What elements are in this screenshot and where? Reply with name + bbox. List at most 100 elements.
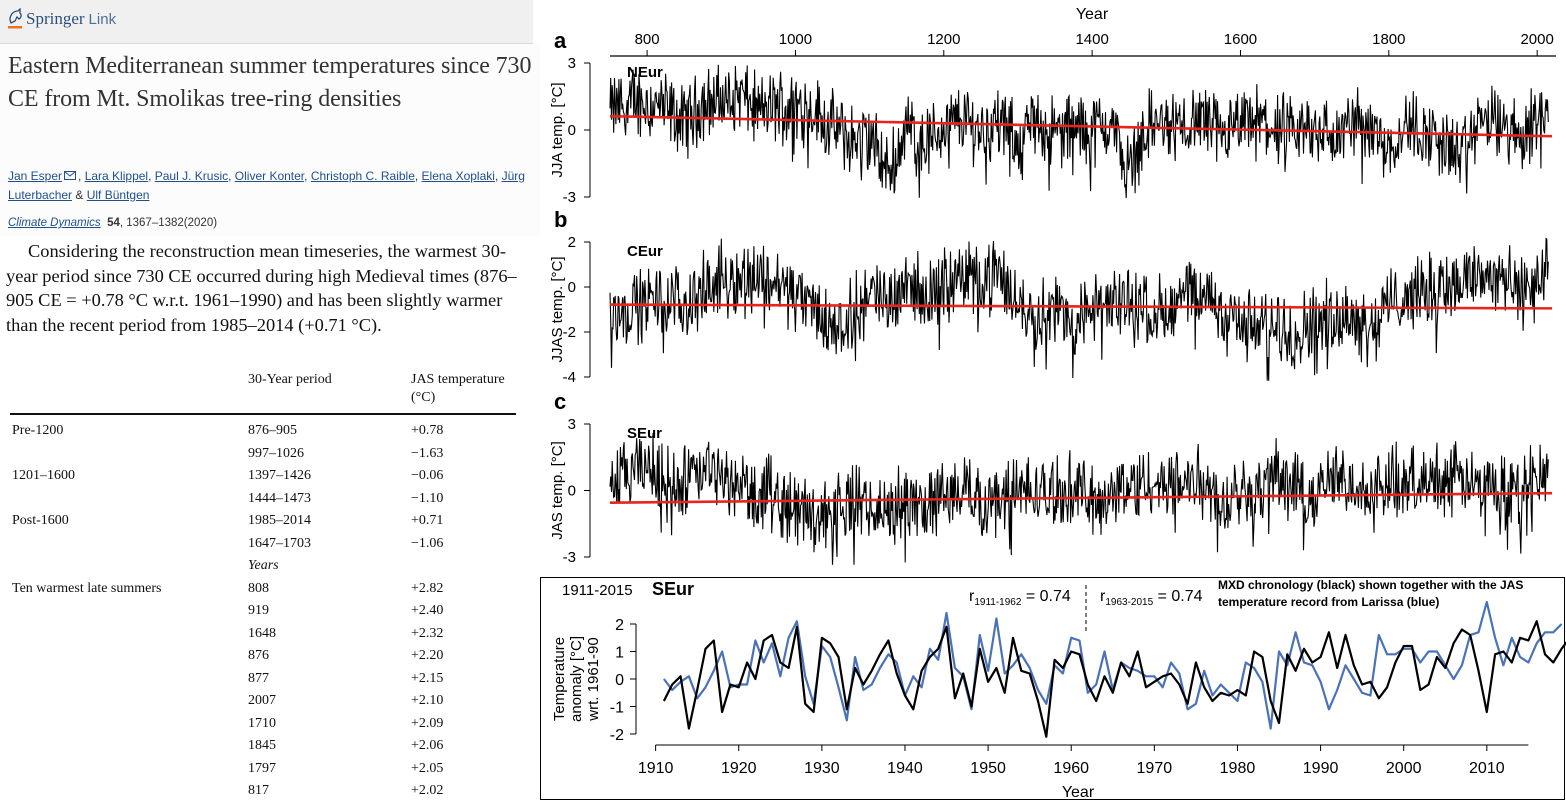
period-group: 1201–1600: [12, 468, 75, 483]
springer-horse-icon: [8, 8, 22, 29]
warm-year: 817: [248, 783, 269, 798]
y-tick-label: 1: [615, 645, 624, 662]
author-link[interactable]: Jan Esper: [8, 169, 63, 183]
author-link[interactable]: Jürg Luterbacher: [8, 169, 525, 202]
panel-letter: b: [554, 207, 567, 232]
x-tick-label: 1600: [1224, 31, 1257, 48]
volume: 54: [107, 217, 120, 229]
warm-year: 1797: [248, 760, 276, 776]
caption-line: temperature record from Larissa (blue): [1218, 595, 1439, 609]
years-subheader: Years: [10, 558, 516, 580]
y-tick-label: 3: [568, 55, 576, 72]
y-tick-label: 0: [615, 672, 624, 689]
period-temp: −1.10: [411, 490, 444, 506]
warm-year: 1648: [248, 625, 276, 641]
y-tick-label: -1: [610, 700, 624, 717]
period-temp: +0.71: [411, 513, 444, 528]
title-area: [0, 44, 540, 236]
y-tick-label: 0: [568, 122, 576, 139]
springer-logo[interactable]: Springer Link: [7, 8, 116, 30]
journal-link[interactable]: Climate Dynamics: [8, 217, 101, 229]
x-tick-label: 1950: [970, 760, 1006, 777]
table-row: 817 +2.02: [10, 783, 516, 805]
warm-temp: +2.15: [411, 670, 444, 686]
table-row: 1647–1703 −1.06: [10, 536, 516, 558]
trend-line: [609, 303, 1553, 310]
logo-suffix: Link: [88, 10, 117, 28]
x-tick-label: 1200: [927, 31, 960, 48]
warm-year: 1845: [248, 738, 276, 753]
inset-y-label: wrt. 1961-90: [585, 637, 602, 721]
trend-line: [609, 491, 1553, 504]
region-label: NEur: [627, 64, 663, 81]
period-temp: −0.06: [411, 468, 444, 483]
period-temp: +0.78: [411, 423, 444, 438]
panel-c: c SEur 3 0 -3 JAS temp. [°C]: [549, 389, 1553, 566]
warm-year: 808: [248, 580, 269, 596]
warm-group-label: Ten warmest late summers: [12, 580, 162, 596]
table-header-temp: JAS temperature (°C): [411, 372, 505, 405]
warm-temp: +2.32: [411, 625, 444, 641]
warm-year: 876: [248, 648, 269, 663]
table-row: Ten warmest late summers 808 +2.82: [10, 581, 516, 603]
period-range: 1985–2014: [248, 513, 311, 528]
y-tick-label: -4: [563, 369, 576, 386]
period-range: 997–1026: [248, 445, 304, 461]
author-link[interactable]: Paul J. Krusic: [154, 169, 229, 183]
table-row: Post-1600 1985–2014 +0.71: [10, 513, 516, 535]
caption-line: MXD chronology (black) shown together wi…: [1218, 578, 1523, 592]
warm-temp: +2.06: [411, 738, 444, 753]
panel-a: a NEur 3 0 -3 JJA temp. [°C]: [549, 28, 1553, 206]
region-label: SEur: [627, 425, 662, 442]
author-link[interactable]: Oliver Konter: [234, 169, 305, 183]
x-tick-label: 1970: [1137, 760, 1173, 777]
author-link[interactable]: Elena Xoplaki: [421, 169, 495, 183]
email-icon[interactable]: [64, 167, 77, 186]
region-label: CEur: [627, 243, 663, 260]
warm-year: 1710: [248, 715, 276, 731]
table-rule: [10, 413, 516, 415]
y-tick-label: 2: [568, 234, 576, 251]
x-tick-label: 1920: [721, 760, 757, 777]
period-range: 1444–1473: [248, 490, 311, 506]
x-tick-label: 2000: [1520, 31, 1553, 48]
years-label: Years: [248, 558, 279, 573]
warm-year: 877: [248, 670, 269, 686]
panel-b: b CEur 2 0 -2 -4 JJAS temp. [°C]: [549, 207, 1553, 386]
correlation-early: r1911-1962 = 0.74: [969, 588, 1071, 608]
inset-period: 1911-2015: [562, 582, 633, 599]
warm-temp: +2.02: [411, 783, 444, 798]
inset-y-label: anomaly [°C]: [568, 636, 585, 722]
reconstruction-series: [609, 237, 1549, 381]
author-link[interactable]: Christoph C. Raible: [310, 169, 415, 183]
trend-line: [609, 114, 1553, 138]
table-row: 876 +2.20: [10, 648, 516, 670]
table-row: 877 +2.15: [10, 671, 516, 693]
period-range: 1397–1426: [248, 468, 311, 483]
x-tick-label: 1980: [1220, 760, 1256, 777]
period-temp: −1.06: [411, 535, 444, 551]
logo-name: Springer: [26, 9, 85, 28]
paper-title: Eastern Mediterranean summer temperature…: [8, 53, 532, 112]
x-tick-label: 1960: [1053, 760, 1089, 777]
table-row: 1845 +2.06: [10, 738, 516, 760]
x-tick-label: 2010: [1469, 760, 1505, 777]
y-tick-label: 0: [568, 483, 576, 500]
y-tick-label: -3: [563, 189, 576, 206]
period-range: 876–905: [248, 423, 297, 438]
warm-year: 2007: [248, 693, 276, 708]
x-tick-label: 1400: [1075, 31, 1108, 48]
y-axis-label: JJA temp. [°C]: [549, 82, 566, 177]
article-panel: Springer Link Eastern Mediterranean summ…: [0, 0, 540, 801]
warm-temp: +2.40: [411, 603, 444, 618]
period-group: Pre-1200: [12, 423, 64, 438]
y-tick-label: -2: [563, 324, 576, 341]
inset-region: SEur: [652, 579, 694, 599]
author-link[interactable]: Lara Klippel: [84, 169, 149, 183]
warm-temp: +2.05: [411, 760, 444, 776]
citation: Climate Dynamics 54, 1367–1382(2020): [8, 217, 217, 229]
springer-header: Springer Link: [0, 0, 533, 44]
x-tick-label: 1930: [804, 760, 840, 777]
table-row: 997–1026 −1.63: [10, 446, 516, 468]
author-link[interactable]: Ulf Büntgen: [86, 188, 150, 202]
